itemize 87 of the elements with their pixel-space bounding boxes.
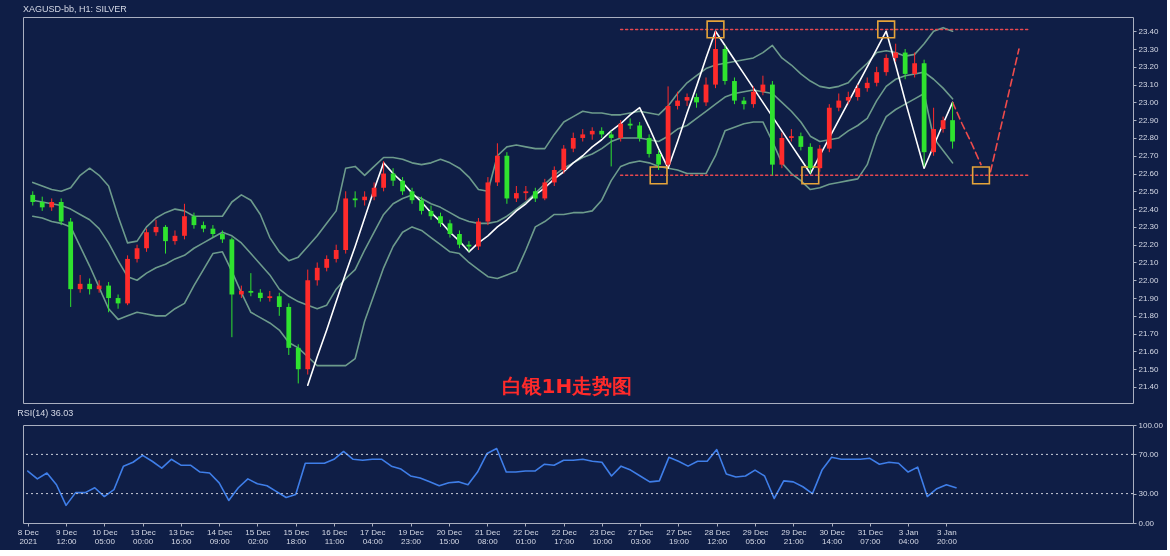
x-tick-label: 22 Dec 17:00: [551, 527, 577, 546]
x-tick-label: 10 Dec 05:00: [92, 527, 118, 546]
y-tick-label: 22.70: [1138, 151, 1160, 161]
y-tick-label: 21.50: [1138, 364, 1160, 374]
candlestick: [371, 181, 377, 201]
candlestick: [608, 130, 614, 167]
candlestick: [817, 144, 823, 173]
candlestick: [182, 203, 187, 240]
x-tick-label: 29 Dec 21:00: [781, 527, 807, 546]
x-tick-label: 14 Dec 09:00: [206, 527, 233, 546]
candlestick: [58, 197, 64, 226]
y-tick-label: 23.40: [1138, 26, 1160, 36]
candlestick: [950, 101, 955, 150]
candlestick: [144, 228, 149, 253]
chart-title: XAGUSD-bb, H1: SILVER: [23, 4, 128, 14]
x-tick-label: 31 Dec 07:00: [857, 527, 884, 546]
x-tick-label: 29 Dec 05:00: [742, 527, 769, 546]
line-series: [26, 447, 957, 507]
x-tick-label: 28 Dec 12:00: [704, 527, 730, 546]
candlestick: [912, 52, 918, 78]
x-tick-label: 17 Dec 04:00: [360, 527, 386, 546]
candlestick: [163, 224, 168, 255]
candlestick: [381, 160, 386, 192]
y-tick-label: 100.00: [1138, 420, 1164, 430]
x-tick-label: 3 Jan 04:00: [898, 527, 920, 546]
y-tick-label: 22.60: [1138, 169, 1160, 179]
y-tick-label: 22.50: [1138, 186, 1160, 196]
candlestick: [931, 107, 936, 157]
candlestick: [732, 76, 737, 105]
annotation: 白银1H走势图: [501, 374, 633, 398]
x-tick-label: 19 Dec 23:00: [398, 527, 424, 546]
y-tick-label: 22.30: [1138, 222, 1160, 232]
x-tick-label: 13 Dec 00:00: [130, 527, 156, 546]
y-tick-label: 21.70: [1138, 329, 1160, 339]
candlestick: [570, 132, 576, 153]
y-tick-label: 22.00: [1138, 275, 1160, 285]
x-tick-label: 16 Dec 11:00: [321, 527, 348, 546]
y-tick-label: 23.00: [1138, 97, 1160, 107]
y-tick-label: 22.90: [1138, 115, 1160, 125]
y-tick-label: 23.30: [1138, 44, 1160, 54]
candlestick: [276, 292, 282, 317]
y-tick-label: 22.40: [1138, 204, 1160, 214]
candlestick: [807, 142, 813, 175]
candlestick: [295, 343, 301, 384]
y-tick-label: 0.00: [1138, 518, 1155, 528]
x-tick-label: 15 Dec 18:00: [283, 527, 309, 546]
candlestick: [314, 261, 320, 287]
x-tick-label: 27 Dec 03:00: [628, 527, 654, 546]
chart-title: RSI(14) 36.03: [17, 408, 74, 418]
y-tick-label: 70.00: [1138, 449, 1160, 459]
x-tick-label: 21 Dec 08:00: [474, 527, 501, 546]
x-tick-label: 23 Dec 10:00: [589, 527, 616, 546]
candlestick: [883, 53, 889, 77]
y-tick-label: 21.80: [1138, 311, 1160, 321]
x-tick-label: 15 Dec 02:00: [245, 527, 271, 546]
x-tick-label: 22 Dec 01:00: [513, 527, 539, 546]
line-series: [31, 26, 954, 262]
candlestick: [248, 272, 254, 297]
y-tick-label: 21.60: [1138, 346, 1160, 356]
x-tick-label: 13 Dec 16:00: [168, 527, 195, 546]
y-tick-label: 22.20: [1138, 240, 1160, 250]
y-tick-label: 30.00: [1138, 489, 1160, 499]
candlestick: [646, 133, 652, 159]
candlestick: [874, 66, 880, 87]
candlestick: [618, 119, 624, 143]
y-tick-label: 22.10: [1138, 257, 1160, 267]
y-tick-label: 22.80: [1138, 133, 1160, 143]
candlestick: [561, 144, 567, 175]
candlestick: [751, 85, 756, 109]
y-tick-label: 23.20: [1138, 62, 1160, 72]
x-tick-label: 20 Dec 15:00: [436, 527, 462, 546]
candlestick: [106, 281, 111, 313]
candlestick: [684, 92, 690, 107]
x-tick-label: 27 Dec 19:00: [666, 527, 692, 546]
candlestick: [542, 178, 548, 201]
candlestick: [788, 128, 794, 143]
y-tick-label: 21.40: [1138, 382, 1160, 392]
y-tick-label: 23.10: [1138, 80, 1160, 90]
candlestick: [902, 48, 908, 80]
x-tick-label: 30 Dec 14:00: [819, 527, 845, 546]
x-tick-label: 3 Jan 20:00: [936, 527, 958, 546]
candlestick: [656, 149, 661, 171]
candlestick: [551, 165, 557, 187]
y-tick-label: 21.90: [1138, 293, 1160, 303]
x-tick-label: 8 Dec 2021: [17, 527, 39, 546]
x-tick-label: 9 Dec 12:00: [56, 527, 78, 546]
candlestick: [637, 121, 643, 143]
